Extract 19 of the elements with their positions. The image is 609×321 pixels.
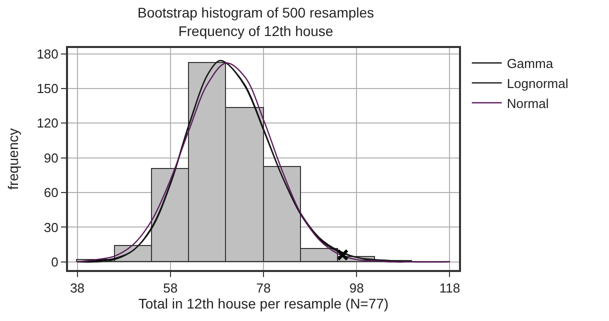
legend-label: Lognormal	[506, 76, 568, 91]
chart-title: Bootstrap histogram of 500 resamples	[137, 4, 374, 21]
y-tick-label: 150	[36, 81, 58, 96]
x-tick-label: 118	[439, 280, 460, 296]
y-tick-label: 0	[51, 254, 58, 270]
x-tick-label: 78	[256, 280, 271, 296]
y-tick-label: 60	[44, 185, 58, 200]
x-tick-label: 98	[349, 280, 364, 296]
x-axis-title: Total in 12th house per resample (N=77)	[138, 296, 389, 312]
y-axis-title: frequency	[4, 128, 21, 190]
x-tick-label: 58	[163, 280, 178, 296]
legend-label: Normal	[506, 96, 549, 111]
y-tick-label: 180	[36, 46, 58, 62]
y-tick-label: 120	[36, 116, 58, 131]
y-tick-label: 30	[44, 220, 58, 235]
legend-label: Gamma	[506, 56, 554, 72]
x-tick-label: 38	[70, 280, 85, 296]
y-tick-label: 90	[44, 150, 58, 166]
chart-subtitle: Frequency of 12th house	[178, 22, 334, 39]
